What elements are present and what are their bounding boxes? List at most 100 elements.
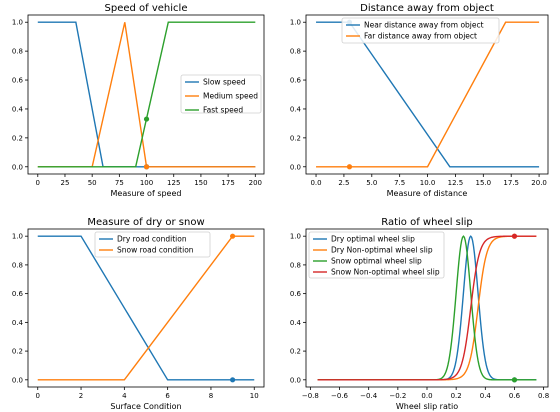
x-tick-label: 0.0	[421, 392, 432, 400]
chart-2: 0.0 2.5 5.0 7.5 10.0 12.5 15.0 17.5 20.0 0.0 0.2 0.…	[290, 3, 549, 198]
y-tick-label: 0.8	[290, 261, 301, 269]
legend-entry: Dry optimal wheel slip	[331, 235, 415, 244]
x-tick-label: −0.6	[331, 392, 349, 400]
chart-title: Measure of dry or snow	[87, 217, 204, 228]
x-tick-label: 0	[36, 179, 40, 187]
legend-entry: Dry Non-optimal wheel slip	[331, 246, 433, 255]
legend-box	[94, 231, 211, 258]
y-tick-label: 1.0	[290, 19, 301, 27]
x-tick-label: 25	[61, 179, 70, 187]
chart-3: 0 2 4 6 8 10 0.0 0.2 0.4 0.6 0.8 1.0 Measure of dry …	[12, 217, 265, 411]
x-tick-label: 0.6	[509, 392, 521, 400]
x-tick-label: −0.8	[302, 392, 319, 400]
plot-frame	[305, 14, 549, 175]
x-tick-label: 15.0	[476, 179, 492, 187]
y-tick-label: 0.2	[290, 134, 301, 142]
x-axis-label: Measure of distance	[387, 189, 468, 198]
y-tick-label: 0.2	[290, 348, 301, 356]
chart-4: −0.8 −0.6 −0.4 −0.2 0.0 0.2 0.4 0.6 0.8 0.0 0.2 0.4…	[290, 217, 549, 411]
x-tick-label: 2.5	[338, 179, 349, 187]
x-tick-label: 10	[250, 392, 259, 400]
legend: Dry road condition Snow road condition	[94, 231, 211, 258]
y-tick-label: 0.0	[12, 163, 23, 171]
legend-entry: Far distance away from object	[364, 32, 477, 41]
x-tick-label: 125	[167, 179, 180, 187]
y-tick-label: 0.6	[12, 290, 24, 298]
y-tick-label: 0.2	[12, 348, 23, 356]
marker-point-3	[143, 116, 150, 122]
legend: Near distance away from object Far distan…	[341, 17, 500, 44]
legend-box	[341, 17, 500, 44]
series-line-1	[316, 21, 540, 168]
x-tick-label: 0.2	[451, 392, 462, 400]
x-tick-label: −0.2	[389, 392, 406, 400]
legend: Slow speed Medium speed Fast speed	[180, 74, 262, 115]
legend-entry: Near distance away from object	[364, 21, 484, 30]
marker-point-2	[143, 164, 150, 170]
x-tick-label: 12.5	[448, 179, 464, 187]
marker-point-1	[230, 377, 236, 383]
legend-entry: Fast speed	[203, 106, 243, 115]
y-tick-label: 0.2	[12, 134, 23, 142]
y-tick-label: 0.6	[290, 77, 302, 85]
x-tick-label: 50	[88, 179, 97, 187]
legend-entry: Dry road condition	[117, 235, 187, 244]
y-tick-label: 1.0	[12, 233, 23, 241]
x-axis-label: Wheel slip ratio	[396, 402, 458, 411]
marker-point-2	[346, 164, 353, 170]
x-axis-label: Measure of speed	[111, 189, 182, 198]
legend-box	[308, 231, 445, 279]
chart-1: 0 25 50 75 100 125 150 175 200 0.0 0.2 0.4 0.6 0.8 1.0…	[12, 3, 265, 198]
x-tick-label: 0.8	[538, 392, 549, 400]
x-tick-label: −0.4	[360, 392, 378, 400]
legend-entry: Snow optimal wheel slip	[331, 257, 422, 266]
marker-point-3	[511, 377, 518, 383]
legend: Dry optimal wheel slip Dry Non-optimal wh…	[308, 231, 445, 279]
legend-box	[180, 74, 262, 114]
y-tick-label: 0.0	[290, 376, 301, 384]
marker-point-4	[511, 233, 518, 239]
x-axis-label: Surface Condition	[110, 402, 181, 411]
x-tick-label: 150	[194, 179, 207, 187]
x-tick-label: 200	[249, 179, 262, 187]
series-line-3	[37, 21, 256, 168]
x-tick-label: 7.5	[394, 179, 405, 187]
marker-point-2	[230, 233, 236, 239]
x-tick-label: 6	[165, 392, 170, 400]
x-tick-label: 10.0	[420, 179, 436, 187]
y-tick-label: 0.0	[12, 376, 23, 384]
y-tick-label: 0.0	[290, 163, 301, 171]
legend-entry: Slow speed	[203, 78, 246, 87]
y-tick-label: 0.8	[290, 48, 301, 56]
x-tick-label: 175	[221, 179, 234, 187]
y-tick-label: 0.8	[12, 261, 23, 269]
chart-title: Speed of vehicle	[105, 3, 188, 14]
series-line-1	[37, 235, 255, 381]
x-tick-label: 5.0	[366, 179, 377, 187]
x-tick-label: 17.5	[503, 179, 519, 187]
y-tick-label: 1.0	[12, 19, 23, 27]
x-tick-label: 20.0	[531, 179, 547, 187]
x-tick-label: 100	[140, 179, 153, 187]
x-tick-label: 2	[79, 392, 83, 400]
x-tick-label: 75	[115, 179, 124, 187]
y-tick-label: 0.4	[290, 105, 302, 113]
y-tick-label: 0.6	[290, 290, 302, 298]
x-tick-label: 8	[209, 392, 213, 400]
y-tick-label: 1.0	[290, 233, 301, 241]
chart-title: Ratio of wheel slip	[381, 217, 473, 228]
series-line-4	[317, 235, 537, 381]
series-line-2	[37, 235, 255, 381]
x-tick-label: 0.4	[480, 392, 492, 400]
x-tick-label: 4	[122, 392, 127, 400]
plot-frame	[27, 228, 265, 388]
y-tick-label: 0.8	[12, 48, 23, 56]
chart-title: Distance away from object	[360, 3, 494, 14]
series-line-2	[316, 21, 540, 168]
legend-entry: Medium speed	[203, 92, 258, 101]
y-tick-label: 0.4	[12, 105, 24, 113]
plot-frame	[27, 14, 265, 175]
x-tick-label: 0	[36, 392, 40, 400]
y-tick-label: 0.4	[290, 319, 302, 327]
